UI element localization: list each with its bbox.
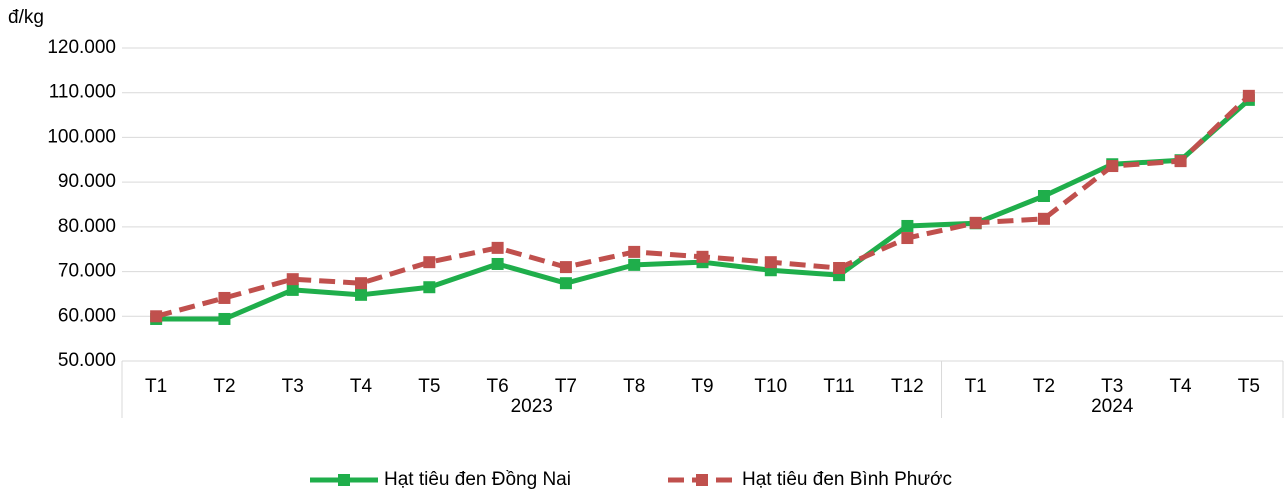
- y-tick-label: 120.000: [47, 37, 116, 58]
- x-tick-label: T5: [1238, 376, 1260, 397]
- series-marker: [1174, 155, 1187, 168]
- series-marker: [901, 232, 914, 245]
- series-marker: [1106, 160, 1119, 173]
- series-marker: [628, 245, 641, 258]
- series-marker: [218, 291, 231, 304]
- x-tick-label: T7: [555, 376, 577, 397]
- x-tick-label: T12: [891, 376, 924, 397]
- x-group-label: 2023: [511, 396, 553, 417]
- series-marker: [1037, 190, 1050, 203]
- x-tick-label: T6: [487, 376, 509, 397]
- x-tick-label: T2: [1033, 376, 1055, 397]
- series-marker: [1242, 89, 1255, 102]
- y-tick-label: 50.000: [58, 350, 116, 371]
- x-group-label: 2024: [1091, 396, 1134, 417]
- x-tick-label: T2: [213, 376, 235, 397]
- x-tick-label: T10: [754, 376, 787, 397]
- series-marker: [491, 241, 504, 254]
- series-line: [155, 94, 1251, 319]
- x-tick-label: T5: [418, 376, 440, 397]
- legend-marker: [696, 474, 708, 486]
- series-marker: [218, 312, 231, 325]
- legend-label: Hạt tiêu đen Đồng Nai: [384, 469, 571, 490]
- y-tick-label: 80.000: [58, 216, 116, 237]
- x-tick-label: T9: [691, 376, 713, 397]
- series-marker: [355, 277, 368, 290]
- y-tick-label: 100.000: [47, 126, 116, 147]
- series-marker: [286, 273, 299, 286]
- series-marker: [150, 310, 163, 323]
- series-marker: [559, 277, 572, 290]
- x-tick-label: T3: [282, 376, 304, 397]
- x-tick-label: T8: [623, 376, 645, 397]
- series-marker: [559, 261, 572, 274]
- series-marker: [696, 250, 709, 263]
- series-line: [156, 97, 1251, 322]
- legend-marker: [338, 474, 350, 486]
- y-tick-label: 60.000: [58, 305, 116, 326]
- x-tick-label: T4: [1169, 376, 1192, 397]
- x-tick-label: T1: [145, 376, 167, 397]
- series-marker: [286, 283, 299, 296]
- y-tick-label: 110.000: [49, 82, 116, 103]
- series-marker: [628, 258, 641, 271]
- y-tick-label: 90.000: [58, 171, 116, 192]
- series-marker: [355, 288, 368, 301]
- x-tick-label: T4: [350, 376, 373, 397]
- x-tick-label: T11: [823, 376, 854, 397]
- series-marker: [491, 257, 504, 270]
- series-marker: [901, 219, 914, 232]
- y-axis-label: đ/kg: [8, 7, 44, 28]
- y-tick-label: 70.000: [58, 261, 116, 282]
- series-marker: [764, 256, 777, 269]
- x-tick-label: T1: [965, 376, 987, 397]
- series-marker: [833, 261, 846, 274]
- series-marker: [1037, 212, 1050, 225]
- series-marker: [969, 216, 982, 229]
- x-tick-label: T3: [1101, 376, 1123, 397]
- legend-label: Hạt tiêu đen Bình Phước: [742, 469, 952, 490]
- series-marker: [423, 281, 436, 294]
- series-marker: [423, 256, 436, 269]
